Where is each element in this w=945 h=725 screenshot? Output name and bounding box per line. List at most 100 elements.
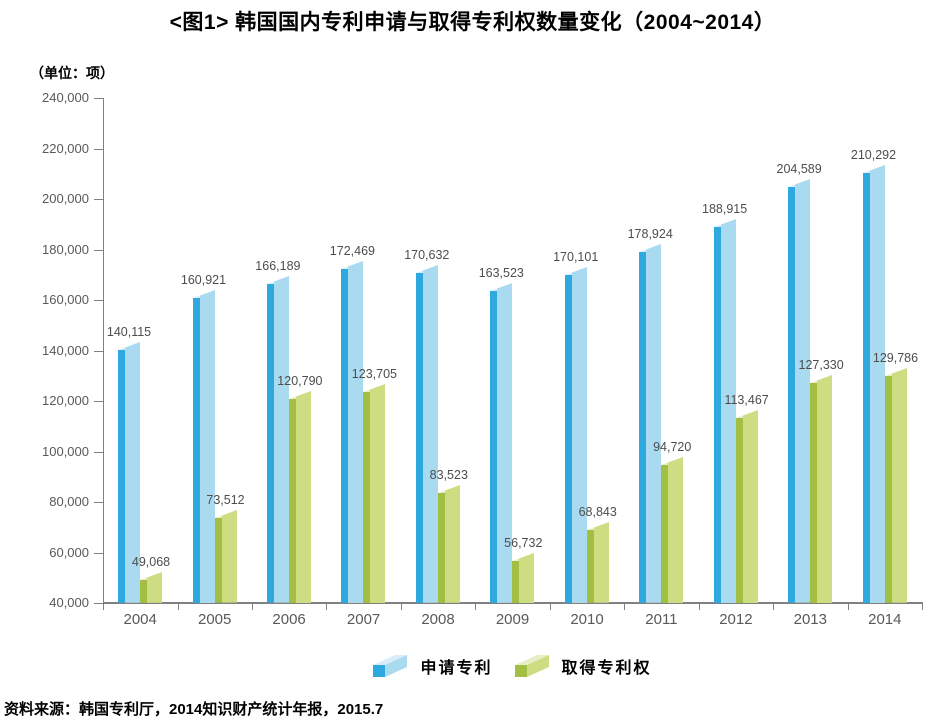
source-note: 资料来源：韩国专利厅，2014知识财产统计年报，2015.7	[4, 701, 384, 718]
bar-front-face	[140, 580, 148, 603]
bar-front-face	[810, 382, 818, 603]
bar-top-face	[639, 249, 647, 253]
value-label-applications-2005: 160,921	[180, 272, 227, 287]
bar-side-face	[497, 283, 513, 603]
x-axis-label-2012: 2012	[719, 611, 753, 628]
bar-side-face	[646, 244, 662, 603]
legend-label-grants: 取得专利权	[561, 660, 652, 677]
x-axis-tick	[251, 603, 253, 610]
x-axis-tick	[475, 603, 477, 610]
y-axis-tick	[94, 98, 103, 99]
value-label-grants-2004: 49,068	[131, 555, 171, 570]
y-axis-tick	[94, 148, 103, 150]
bar-front-face	[862, 173, 870, 603]
bar-grants-2012	[735, 409, 758, 603]
value-label-applications-2007: 172,469	[329, 243, 375, 258]
value-label-grants-2012: 113,467	[724, 392, 769, 407]
x-axis-label-2006: 2006	[272, 611, 306, 628]
y-axis-tick-label: 100,000	[42, 443, 89, 459]
y-axis: 240,000 220,000 200,000 180,000 160,000 140,0…	[0, 91, 103, 610]
bar-front-face	[341, 268, 349, 603]
bar-side-face	[869, 165, 885, 603]
legend-swatch-applications-icon	[373, 655, 408, 677]
bar-top-face	[713, 224, 721, 227]
x-axis-label-2005: 2005	[198, 611, 232, 628]
x-axis-label-2010: 2010	[570, 611, 604, 628]
bar-grants-2004	[140, 572, 162, 603]
bar-front-face	[661, 464, 669, 603]
y-axis-tick	[94, 350, 103, 352]
value-label-applications-2013: 204,589	[776, 162, 822, 177]
bar-front-face	[490, 291, 498, 603]
swatch-side-face	[385, 655, 408, 677]
bar-top-face	[490, 288, 498, 292]
bar-top-face	[586, 527, 594, 531]
y-axis-line	[103, 98, 104, 604]
legend: 申请专利 取得专利权	[103, 651, 922, 681]
y-axis-tick	[94, 502, 103, 503]
bar-side-face	[668, 456, 684, 603]
x-axis-line	[103, 602, 923, 604]
y-axis-tick	[94, 603, 103, 604]
y-axis-tick	[94, 451, 103, 453]
bar-grants-2010	[586, 522, 609, 603]
y-axis-tick	[94, 249, 103, 251]
y-axis-tick-label: 120,000	[42, 393, 89, 408]
x-axis-label-2009: 2009	[495, 611, 530, 628]
bar-top-face	[415, 270, 423, 274]
bar-side-face	[199, 289, 215, 603]
y-axis-tick	[94, 199, 103, 200]
value-label-applications-2014: 210,292	[850, 148, 897, 162]
value-label-grants-2013: 127,330	[798, 357, 844, 372]
bar-grants-2014	[884, 368, 907, 603]
bar-front-face	[415, 273, 423, 603]
x-axis-tick	[922, 603, 923, 610]
y-axis-tick-label: 160,000	[42, 292, 89, 307]
bar-front-face	[639, 252, 647, 603]
value-label-applications-2006: 166,189	[255, 259, 301, 274]
x-axis-tick	[549, 603, 551, 610]
value-label-grants-2010: 68,843	[578, 505, 617, 520]
x-axis-tick	[698, 603, 700, 610]
value-label-applications-2011: 178,924	[627, 227, 673, 242]
unit-label: （单位：项）	[30, 65, 114, 81]
x-axis-label-2004: 2004	[123, 611, 157, 628]
bar-side-face	[742, 409, 758, 603]
bar-applications-2011	[639, 244, 662, 603]
x-axis-tick	[773, 603, 775, 610]
x-axis-label-2008: 2008	[421, 611, 455, 628]
bar-front-face	[266, 284, 274, 603]
value-label-applications-2009: 163,523	[478, 266, 524, 281]
bar-grants-2005	[214, 510, 237, 603]
value-label-grants-2005: 73,512	[206, 493, 245, 508]
bar-top-face	[810, 379, 818, 383]
bar-grants-2006	[288, 391, 311, 603]
y-axis-tick-label: 200,000	[42, 191, 89, 206]
value-label-grants-2008: 83,523	[429, 468, 468, 483]
swatch-front-face	[373, 665, 386, 677]
value-label-grants-2011: 94,720	[653, 439, 692, 454]
bar-applications-2013	[788, 179, 811, 603]
swatch-top-face	[514, 655, 549, 665]
bar-side-face	[720, 219, 736, 603]
bar-applications-2004	[118, 342, 140, 603]
x-axis-label-2007: 2007	[346, 611, 381, 628]
bar-front-face	[512, 560, 520, 603]
x-axis-tick	[326, 603, 328, 610]
y-axis-tick-label: 220,000	[42, 140, 89, 156]
y-axis-tick-label: 240,000	[42, 90, 89, 105]
bar-grants-2008	[437, 485, 460, 603]
bar-top-face	[512, 558, 520, 561]
bar-front-face	[884, 376, 892, 603]
value-label-applications-2004: 140,115	[106, 325, 152, 340]
bar-side-face	[147, 572, 162, 603]
bar-top-face	[363, 389, 371, 392]
bar-front-face	[564, 274, 572, 603]
value-label-applications-2012: 188,915	[702, 202, 748, 216]
bar-top-face	[788, 184, 796, 188]
value-label-grants-2009: 56,732	[504, 535, 543, 550]
bar-top-face	[564, 271, 572, 275]
bar-applications-2007	[341, 260, 364, 603]
bar-front-face	[437, 493, 445, 603]
bar-front-face	[214, 518, 222, 603]
